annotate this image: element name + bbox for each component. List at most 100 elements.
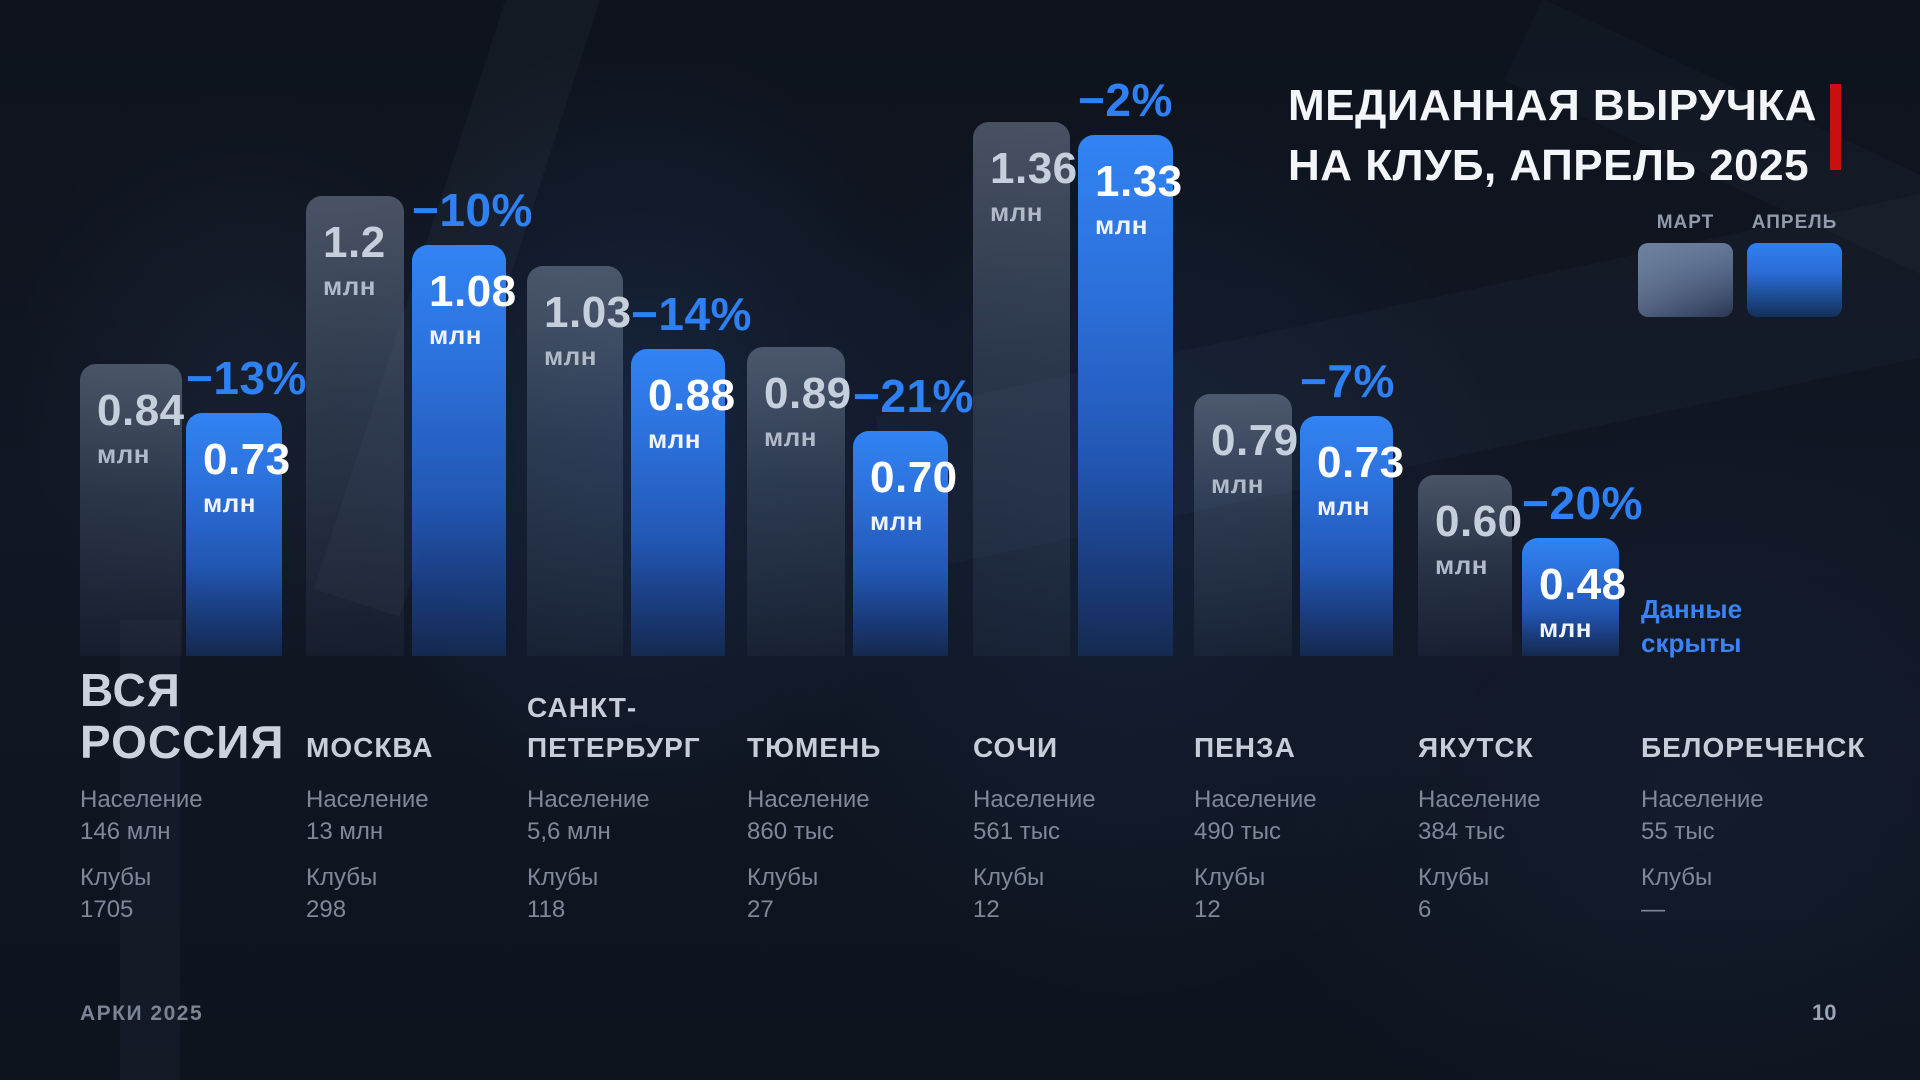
legend: МАРТ АПРЕЛЬ xyxy=(1638,212,1842,317)
city-details: Население 13 млн Клубы 298 xyxy=(306,784,429,940)
population-label: Население xyxy=(306,786,429,813)
population-value: 55 тыс xyxy=(1641,818,1715,845)
footer-brand: АРКИ 2025 xyxy=(80,1002,204,1025)
bar-march: 0.84 млн xyxy=(80,364,184,656)
city-details: Население 561 тыс Клубы 12 xyxy=(973,784,1096,940)
legend-april-label: АПРЕЛЬ xyxy=(1751,212,1838,233)
bar-value-label: 1.36 млн xyxy=(973,122,1078,228)
population-label: Население xyxy=(973,786,1096,813)
clubs-label: Клубы xyxy=(80,864,152,891)
bar-value-unit: млн xyxy=(97,439,150,469)
city-heading: ПЕНЗА xyxy=(1194,732,1296,763)
bar-value-number: 0.79 xyxy=(1211,416,1299,465)
city-details: Население 146 млн Клубы 1705 xyxy=(80,784,203,940)
bar-value-number: 1.08 xyxy=(429,267,517,316)
bar-value-unit: млн xyxy=(323,271,376,301)
bar-value-label: 0.89 млн xyxy=(747,347,852,453)
bar-april: 1.33 млн xyxy=(1078,135,1182,656)
population-value: 860 тыс xyxy=(747,818,834,845)
bar-march: 1.36 млн xyxy=(973,122,1078,656)
bar-march: 0.79 млн xyxy=(1194,394,1299,656)
clubs-value: 298 xyxy=(306,896,347,923)
bar-value-number: 1.36 xyxy=(990,144,1078,193)
bar-value-label: 0.79 млн xyxy=(1194,394,1299,500)
population-label: Население xyxy=(1418,786,1541,813)
title-line-2: НА КЛУБ, АПРЕЛЬ 2025 xyxy=(1288,141,1810,190)
bar-value-number: 0.89 xyxy=(764,369,852,418)
bar-april: 0.70 млн xyxy=(853,431,957,656)
bar-value-unit: млн xyxy=(1211,469,1264,499)
population-value: 146 млн xyxy=(80,818,171,845)
bar-value-label: 0.48 млн xyxy=(1522,538,1627,644)
clubs-value: 1705 xyxy=(80,896,134,923)
city-details: Население 860 тыс Клубы 27 xyxy=(747,784,870,940)
clubs-value: 27 xyxy=(747,896,774,923)
bar-value-label: 1.2 млн xyxy=(306,196,404,302)
bar-value-unit: млн xyxy=(990,197,1043,227)
city-group: Данные скрыты БЕЛОРЕЧЕНСК Население 55 тыс К… xyxy=(1641,0,1891,1080)
bar-april: 0.73 млн xyxy=(1300,416,1405,656)
bar-value-label: 0.70 млн xyxy=(853,431,957,537)
city-heading: ТЮМЕНЬ xyxy=(747,732,882,763)
background-streak xyxy=(120,620,180,1080)
population-block: Население 5,6 млн xyxy=(527,784,650,848)
bar-value-unit: млн xyxy=(764,422,817,452)
bar-value-number: 1.03 xyxy=(544,288,632,337)
bar-value-unit: млн xyxy=(429,320,482,350)
bar-april: 0.73 млн xyxy=(186,413,291,656)
legend-item-march: МАРТ xyxy=(1638,212,1733,317)
population-value: 384 тыс xyxy=(1418,818,1505,845)
city-group: 1.36 млн 1.33 млн −2% СОЧИ Население 561 тыс Клу… xyxy=(973,0,1223,1080)
bar-april: 0.88 млн xyxy=(631,349,736,656)
population-label: Население xyxy=(1194,786,1317,813)
city-group: 1.2 млн 1.08 млн −10% МОСКВА Население 13 млн Кл… xyxy=(306,0,556,1080)
city-details: Население 5,6 млн Клубы 118 xyxy=(527,784,650,940)
population-label: Население xyxy=(527,786,650,813)
clubs-label: Клубы xyxy=(1641,864,1713,891)
delta-label: −14% xyxy=(631,288,752,340)
clubs-block: Клубы 12 xyxy=(1194,862,1317,926)
bar-march: 0.89 млн xyxy=(747,347,852,656)
bar-value-unit: млн xyxy=(544,341,597,371)
bar-value-number: 0.48 xyxy=(1539,560,1627,609)
bar-value-unit: млн xyxy=(1317,491,1370,521)
population-block: Население 55 тыс xyxy=(1641,784,1764,848)
bar-value-number: 0.73 xyxy=(203,435,291,484)
delta-label: −20% xyxy=(1522,477,1643,529)
bar-value-label: 1.08 млн xyxy=(412,245,517,351)
bar-value-label: 0.88 млн xyxy=(631,349,736,455)
bar-value-number: 1.2 xyxy=(323,218,386,267)
legend-march-swatch xyxy=(1638,243,1733,317)
clubs-label: Клубы xyxy=(747,864,819,891)
bar-march: 0.60 млн xyxy=(1418,475,1522,656)
clubs-value: 12 xyxy=(973,896,1000,923)
legend-march-label: МАРТ xyxy=(1656,212,1715,233)
bar-value-unit: млн xyxy=(1095,210,1148,240)
bar-value-number: 0.88 xyxy=(648,371,736,420)
bar-value-number: 0.73 xyxy=(1317,438,1405,487)
population-block: Население 146 млн xyxy=(80,784,203,848)
clubs-block: Клубы 298 xyxy=(306,862,429,926)
clubs-block: Клубы 27 xyxy=(747,862,870,926)
city-group: 0.79 млн 0.73 млн −7% ПЕНЗА Население 490 тыс Кл… xyxy=(1194,0,1444,1080)
population-label: Население xyxy=(1641,786,1764,813)
bar-april: 1.08 млн xyxy=(412,245,517,656)
city-heading: МОСКВА xyxy=(306,732,434,763)
hidden-data-note: Данные скрыты xyxy=(1641,594,1743,658)
page-title: МЕДИАННАЯ ВЫРУЧКА НА КЛУБ, АПРЕЛЬ 2025 xyxy=(1288,76,1848,196)
city-group: 0.89 млн 0.70 млн −21% ТЮМЕНЬ Население 860 тыс… xyxy=(747,0,997,1080)
clubs-label: Клубы xyxy=(306,864,378,891)
bar-value-unit: млн xyxy=(1539,613,1592,643)
page-number: 10 xyxy=(1812,1000,1837,1025)
city-heading: БЕЛОРЕЧЕНСК xyxy=(1641,732,1866,763)
legend-item-april: АПРЕЛЬ xyxy=(1747,212,1842,317)
city-heading: СОЧИ xyxy=(973,732,1059,763)
bar-value-unit: млн xyxy=(870,506,923,536)
title-accent-bar xyxy=(1830,84,1841,170)
title-line-1: МЕДИАННАЯ ВЫРУЧКА xyxy=(1288,81,1817,130)
city-details: Население 384 тыс Клубы 6 xyxy=(1418,784,1541,940)
bar-value-unit: млн xyxy=(203,488,256,518)
delta-label: −13% xyxy=(186,352,307,404)
delta-label: −7% xyxy=(1300,355,1395,407)
